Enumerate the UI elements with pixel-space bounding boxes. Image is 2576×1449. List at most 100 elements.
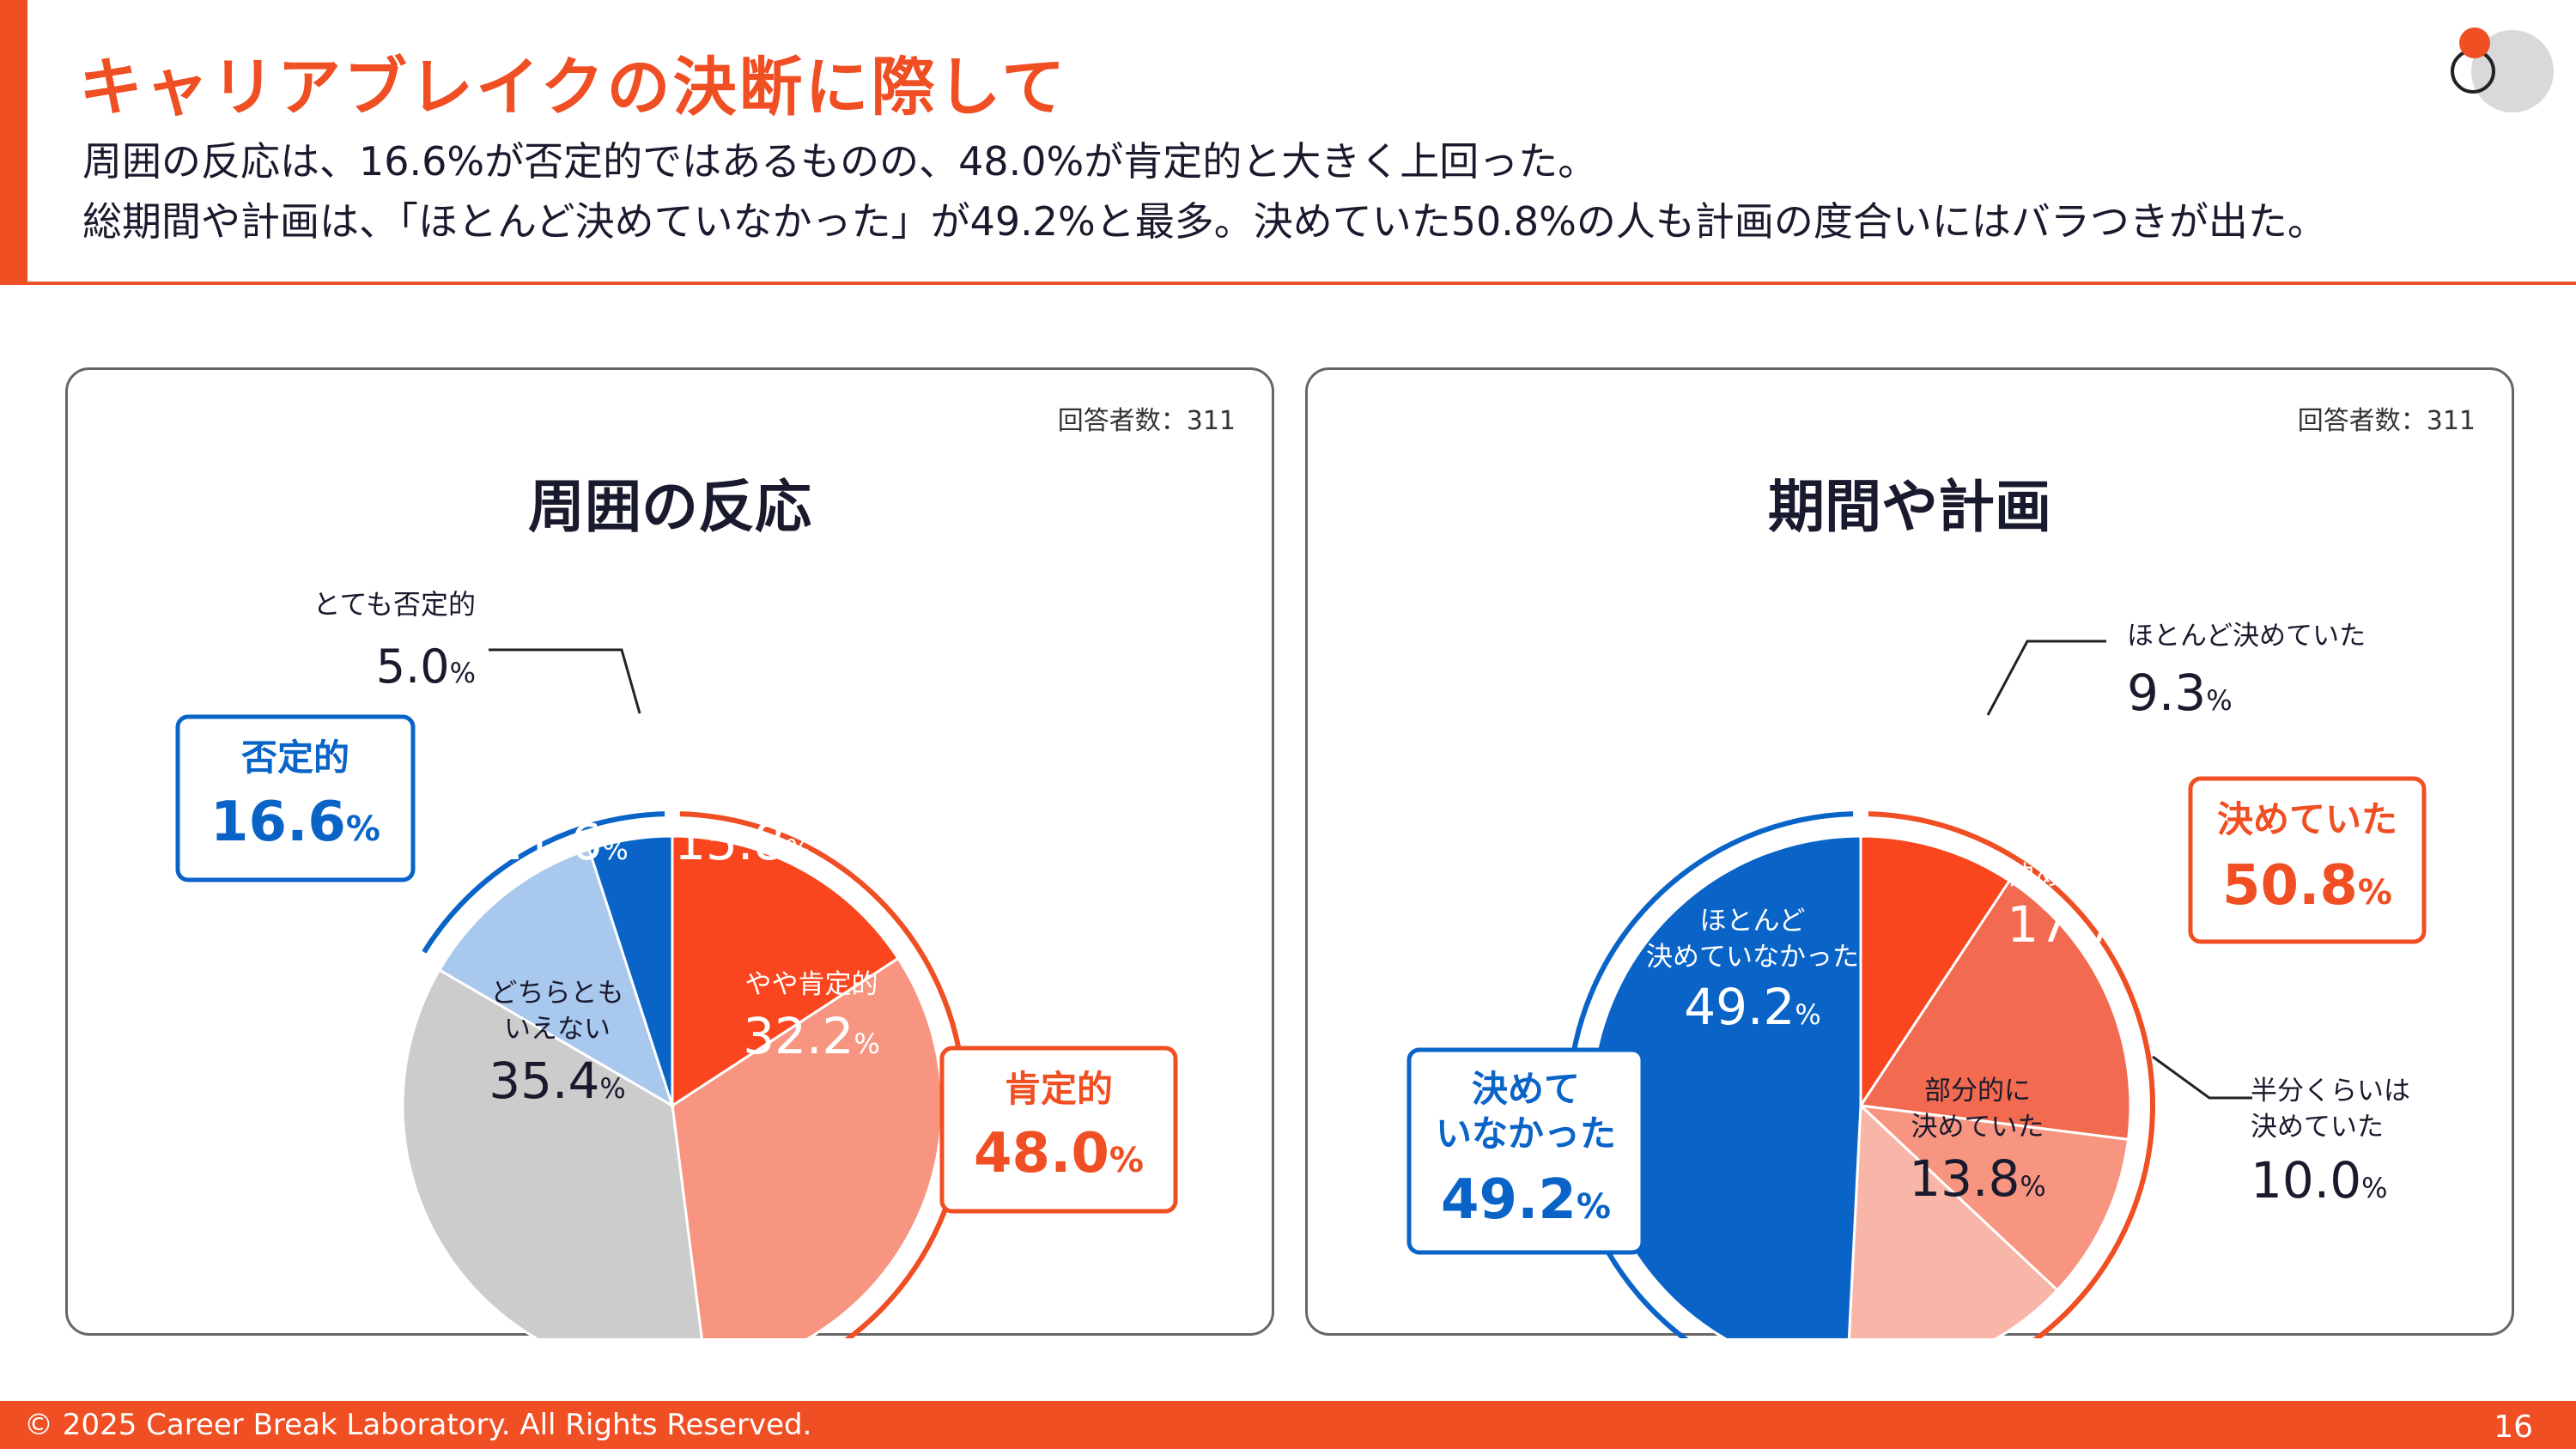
decided-group-value: 50.8% [2222, 854, 2392, 918]
slice-label-very-positive-l1: とても [704, 743, 782, 773]
slice-label-neutral-l2: いえない [504, 1014, 611, 1045]
subtitle-line-2: 総期間や計画は、「ほとんど決めていなかった」が49.2%と最多。決めていた50.… [82, 198, 2327, 245]
slice-value-somewhat-negative: 11.6% [491, 813, 629, 871]
slice-label-somewhat-negative-l2: 否定的 [520, 777, 600, 808]
logo-gray-circle [2471, 30, 2554, 112]
unit: % [2206, 684, 2232, 717]
slice-label-mostly-decided: ほとんど決めていた [2127, 621, 2366, 652]
plan-slice-4 [1847, 1102, 2060, 1338]
leader-line-very-negative [489, 648, 641, 714]
reaction-slice-3 [401, 967, 703, 1338]
slice-label-partially-decided-l2: 決めていた [1911, 1112, 2044, 1143]
slice-label-very-negative: とても否定的 [313, 588, 476, 621]
slice-label-somewhat-negative-l1: やや [533, 741, 586, 772]
footer-bar: © 2025 Career Break Laboratory. All Righ… [0, 1401, 2576, 1449]
value-number: 16.6 [210, 791, 346, 854]
page-number: 16 [2494, 1410, 2533, 1445]
slice-label-mostly-undecided-l2: 決めていなかった [1646, 942, 1859, 973]
value-number: 50.8 [2222, 854, 2358, 918]
reaction-slice-1 [671, 834, 901, 1108]
plan-pie-chart: ほとんど決めていた 9.3% 半分くらいは 決めていた 10.0% だいたい 決… [1406, 621, 2427, 1338]
slice-label-partially-decided-l1: 部分的に [1924, 1076, 2031, 1106]
plan-group-arc-1 [1868, 811, 2155, 1338]
slice-value-partially-decided: 13.8% [1909, 1149, 2046, 1208]
value-number: 48.0 [974, 1122, 1109, 1185]
value-number: 49.2 [1684, 978, 1795, 1036]
value-number: 15.8 [674, 813, 785, 871]
unit: % [854, 1028, 879, 1060]
slice-label-roughly-decided-l2: 決めていた [2009, 861, 2142, 892]
undecided-group-box [1406, 1047, 1645, 1255]
value-number: 13.8 [1909, 1149, 2020, 1208]
page-title: キャリアブレイクの決断に際して [79, 51, 1068, 124]
slice-label-neutral-l1: どちらとも [491, 978, 624, 1009]
respondents-count: 回答者数：311 [2297, 406, 2476, 436]
unit: % [2020, 1170, 2045, 1203]
brand-logo [2451, 27, 2554, 112]
decided-group-box [2188, 776, 2427, 944]
value-number: 49.2 [1441, 1168, 1577, 1232]
value-number: 11.6 [491, 813, 602, 871]
unit: % [1795, 998, 1820, 1031]
slice-value-very-negative: 5.0% [376, 640, 476, 694]
positive-group-label: 肯定的 [1005, 1068, 1113, 1110]
plan-slice-2 [1858, 879, 2132, 1142]
reaction-chart-panel: 回答者数：311 周囲の反応 とても否定的 5.0% とても 肯定的 15.8%… [65, 367, 1274, 1338]
slice-value-mostly-undecided: 49.2% [1684, 978, 1821, 1036]
chart-title: 期間や計画 [1768, 474, 2051, 540]
slice-label-half-decided-l1: 半分くらいは [2251, 1076, 2410, 1106]
value-number: 5.0 [376, 640, 450, 694]
negative-group-label: 否定的 [241, 737, 349, 779]
logo-red-dot [2459, 27, 2490, 58]
slice-label-roughly-decided-l1: だいたい [2022, 825, 2129, 856]
unit: % [1109, 1141, 1144, 1180]
unit: % [450, 657, 476, 689]
slice-value-half-decided: 10.0% [2251, 1151, 2388, 1210]
reaction-pie-chart: とても否定的 5.0% とても 肯定的 15.8% やや肯定的 32.2% どち… [175, 588, 1178, 1338]
unit: % [346, 809, 380, 849]
header-accent-bar [0, 0, 27, 283]
decided-group-label: 決めていた [2217, 798, 2397, 840]
value-number: 32.2 [743, 1007, 854, 1065]
negative-group-box [175, 714, 416, 882]
value-number: 17.7 [2007, 895, 2117, 954]
slice-label-mostly-undecided-l1: ほとんど [1699, 906, 1805, 937]
slice-value-very-positive: 15.8% [674, 813, 811, 871]
plan-chart-panel: 回答者数：311 期間や計画 ほとんど決めていた 9.3% 半分くらいは 決めて… [1305, 367, 2514, 1338]
header-divider [0, 282, 2576, 285]
unit: % [785, 834, 811, 866]
unit: % [2358, 873, 2392, 912]
unit: % [2117, 916, 2143, 949]
undecided-group-label-l2: いなかった [1436, 1113, 1616, 1155]
unit: % [2361, 1172, 2387, 1204]
plan-slice-3 [1856, 1103, 2130, 1293]
slice-value-roughly-decided: 17.7% [2007, 895, 2144, 954]
unit: % [602, 834, 628, 866]
unit: % [599, 1072, 625, 1105]
reaction-slice-4 [437, 847, 675, 1109]
slice-value-somewhat-positive: 32.2% [743, 1007, 880, 1065]
leader-line-mostly-decided [1986, 640, 2106, 716]
slice-value-mostly-decided: 9.3% [2127, 664, 2233, 722]
reaction-group-arc-2 [422, 811, 665, 954]
slice-value-neutral: 35.4% [489, 1052, 626, 1110]
positive-group-box [939, 1046, 1178, 1214]
respondents-count: 回答者数：311 [1057, 406, 1236, 436]
undecided-group-label-l1: 決めて [1472, 1068, 1580, 1110]
subtitle-line-1: 周囲の反応は、16.6%が否定的ではあるものの、48.0%が肯定的と大きく上回っ… [82, 138, 1598, 185]
value-number: 10.0 [2251, 1151, 2361, 1210]
reaction-slice-2 [671, 956, 944, 1338]
undecided-group-value: 49.2% [1441, 1168, 1611, 1232]
positive-group-value: 48.0% [974, 1122, 1144, 1185]
slice-label-somewhat-positive: やや肯定的 [745, 969, 878, 1000]
slice-label-very-positive-l2: 肯定的 [703, 779, 783, 809]
copyright-text: © 2025 Career Break Laboratory. All Righ… [24, 1408, 812, 1442]
value-number: 9.3 [2127, 664, 2206, 722]
reaction-slice-5 [587, 834, 674, 1106]
plan-slice-1 [1859, 834, 2012, 1110]
unit: % [1577, 1187, 1611, 1227]
slice-label-half-decided-l2: 決めていた [2251, 1112, 2384, 1143]
value-number: 35.4 [489, 1052, 599, 1110]
leader-line-half-decided [2152, 1055, 2252, 1100]
chart-title: 周囲の反応 [528, 474, 811, 540]
